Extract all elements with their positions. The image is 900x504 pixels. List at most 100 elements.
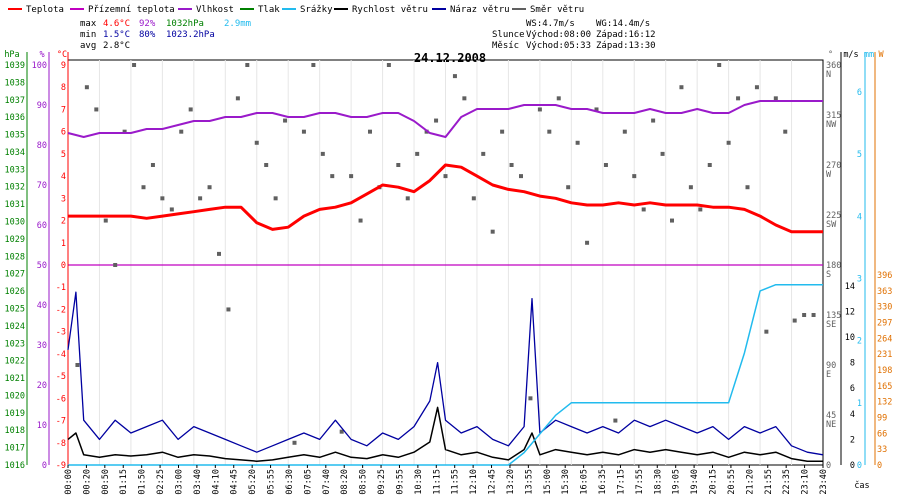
tick-hpa: 1025 <box>5 304 25 314</box>
tick-hpa: 1038 <box>5 78 25 88</box>
wind-direction-point <box>396 163 401 167</box>
wind-speed-avg: WS:4.7m/s <box>526 19 575 29</box>
tick-hpa: 1030 <box>5 218 25 228</box>
wind-direction-point <box>481 151 486 156</box>
tick-degc: -5 <box>56 372 66 382</box>
tick-w: 231 <box>877 350 892 360</box>
tick-degc: -4 <box>56 350 66 360</box>
wind-direction-point <box>547 129 552 134</box>
tick-dir: 225 <box>826 211 841 221</box>
x-tick-label: 12:45 <box>488 469 498 495</box>
axes: hPa% °C1039103810371036103510341033103210… <box>4 50 892 471</box>
tick-hpa: 1023 <box>5 339 25 349</box>
tick-dir-compass: NW <box>826 120 837 130</box>
wind-direction-point <box>122 129 127 134</box>
tick-mm: 6 <box>857 88 862 98</box>
tick-hpa: 1036 <box>5 113 25 123</box>
wind-direction-point <box>358 218 363 223</box>
wind-direction-point <box>452 74 457 79</box>
x-tick-label: 20:55 <box>727 469 737 495</box>
x-tick-label: 08:50 <box>359 469 369 495</box>
tick-degc: 4 <box>61 172 66 182</box>
x-tick-label: 00:20 <box>82 469 92 495</box>
x-tick-label: 17:15 <box>616 469 626 495</box>
tick-hpa: 1032 <box>5 183 25 193</box>
sun-moon-block: WS:4.7m/s WG:14.4m/s Slunce Východ:08:00… <box>492 19 656 51</box>
tick-degc: 7 <box>61 105 66 115</box>
tick-degc: -1 <box>56 283 66 293</box>
tick-dir: 45 <box>826 411 836 421</box>
x-tick-label: 20:15 <box>709 469 719 495</box>
legend-entry: Náraz větru <box>450 5 510 15</box>
wind-direction-point <box>150 163 155 167</box>
axis-unit-degc: °C <box>57 50 67 60</box>
tick-dir-compass: SE <box>826 320 836 330</box>
tick-w: 132 <box>877 398 892 408</box>
wind-direction-point <box>603 163 608 167</box>
wind-direction-point <box>320 151 325 156</box>
tick-pct: 30 <box>37 341 47 351</box>
wind-direction-point <box>575 140 580 145</box>
stat-min-hum: 80% <box>139 30 156 40</box>
sunset: Západ:16:12 <box>596 30 656 40</box>
tick-pct: 50 <box>37 261 47 271</box>
tick-w: 33 <box>877 445 887 455</box>
wind-direction-point <box>217 251 221 256</box>
x-tick-label: 09:25 <box>377 469 387 495</box>
wind-direction-point <box>802 313 807 317</box>
wind-direction-point <box>141 185 146 190</box>
series-line-vlhkost <box>67 100 823 138</box>
tick-pct: 80 <box>37 141 47 151</box>
wind-direction-point <box>283 118 288 123</box>
wind-direction-point <box>792 318 797 323</box>
wind-direction-point <box>622 129 627 134</box>
wind-direction-point <box>707 163 712 167</box>
tick-hpa: 1018 <box>5 426 25 436</box>
tick-degc: 5 <box>61 150 66 160</box>
legend-entry: Přízemní teplota <box>88 5 175 15</box>
tick-dir: 135 <box>826 311 841 321</box>
wind-direction-point <box>179 129 184 134</box>
wind-direction-point <box>207 185 212 190</box>
tick-hpa: 1017 <box>5 444 25 454</box>
wind-direction-point <box>717 63 722 67</box>
legend-entry: Tlak <box>258 5 280 15</box>
tick-degc: -3 <box>56 328 66 338</box>
x-tick-label: 07:40 <box>322 469 332 495</box>
x-tick-label: 01:50 <box>138 469 148 495</box>
stat-avg-label: avg <box>80 41 96 51</box>
x-tick-label: 03:40 <box>193 469 203 495</box>
wind-direction-point <box>386 63 391 67</box>
wind-direction-point <box>754 85 759 90</box>
x-tick-label: 16:05 <box>580 469 590 495</box>
legend-entry: Vlhkost <box>196 5 234 15</box>
wind-direction-point <box>490 229 495 234</box>
tick-pct: 100 <box>32 61 47 71</box>
wind-direction-point <box>94 107 99 112</box>
stat-max-hum: 92% <box>139 19 156 29</box>
tick-w: 0 <box>877 461 882 471</box>
tick-pct: 0 <box>42 461 47 471</box>
x-tick-label: 07:05 <box>303 469 313 495</box>
x-tick-label: 22:35 <box>782 469 792 495</box>
wind-direction-point <box>160 196 165 201</box>
wind-direction-point <box>405 196 410 201</box>
x-tick-label: 21:55 <box>764 469 774 495</box>
tick-dir: 180 <box>826 261 841 271</box>
wind-direction-point <box>566 185 571 190</box>
wind-direction-point <box>745 185 750 190</box>
tick-ms: 12 <box>845 307 855 317</box>
stat-min-temp: 1.5°C <box>103 30 130 40</box>
series-layer <box>67 63 824 466</box>
x-tick-label: 21:20 <box>745 469 755 495</box>
tick-w: 165 <box>877 382 892 392</box>
wind-direction-point <box>235 96 240 101</box>
axis-unit-dir: ° <box>828 50 833 60</box>
wind-direction-point <box>462 96 467 101</box>
wind-direction-point <box>613 418 618 423</box>
wind-direction-point <box>688 185 693 190</box>
tick-hpa: 1027 <box>5 270 25 280</box>
wind-direction-point <box>670 218 674 223</box>
wind-direction-point <box>556 96 561 101</box>
tick-hpa: 1019 <box>5 409 25 419</box>
